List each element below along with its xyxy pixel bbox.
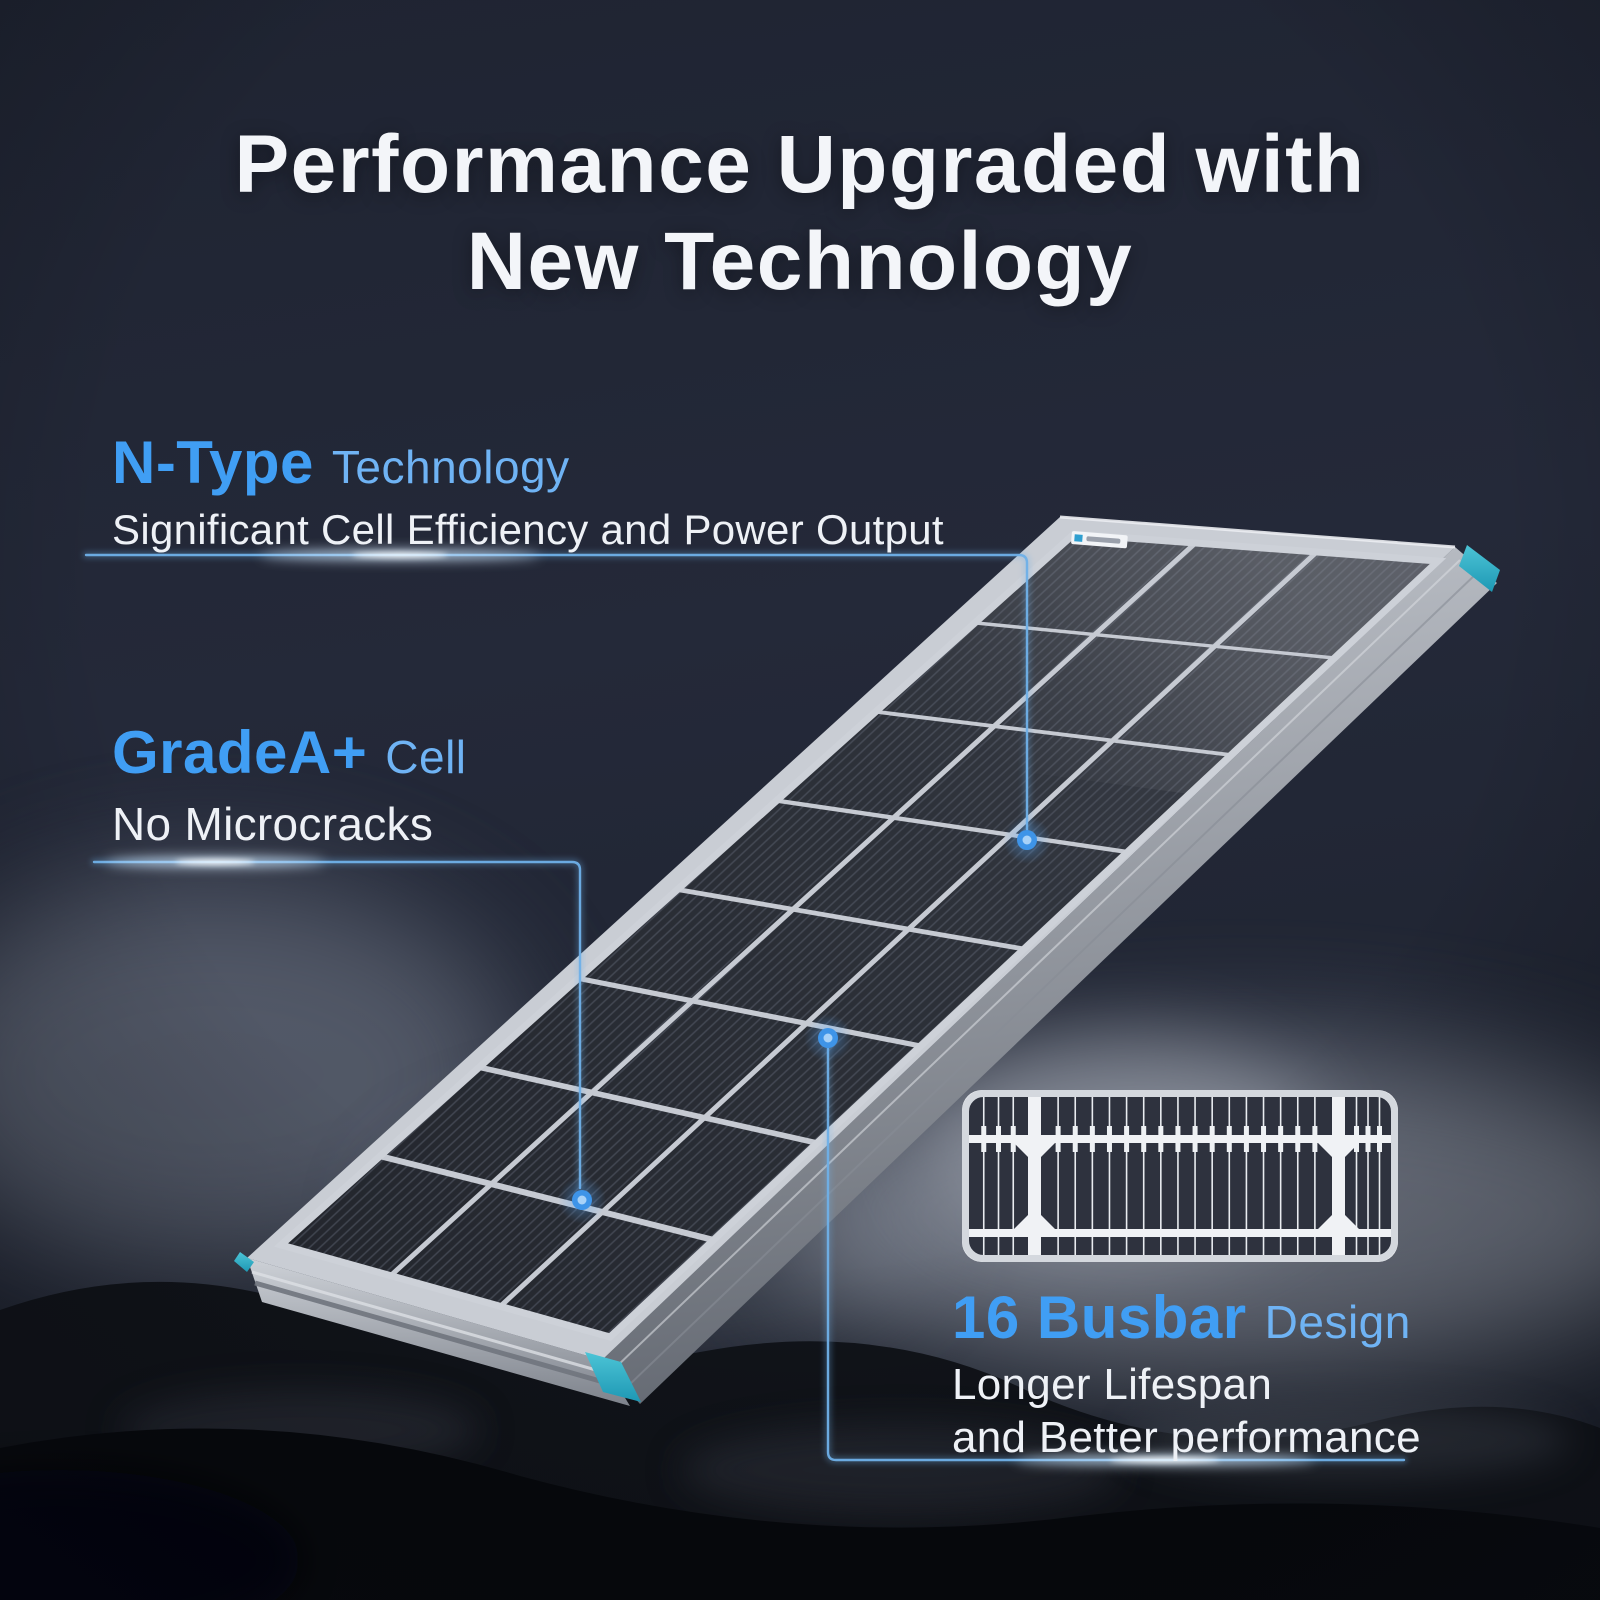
indicator-dots — [558, 816, 1051, 1224]
callout-leader-lines — [82, 550, 1408, 1465]
callout-busbar: 16 Busbar Design Longer Lifespan and Bett… — [952, 1283, 1421, 1464]
inset-border — [962, 1090, 1398, 1262]
corner-cap-bottom — [585, 1352, 641, 1402]
brand-tag — [1071, 531, 1128, 549]
busbar-label: Design — [1264, 1296, 1411, 1348]
busbar-description-line-2: and Better performance — [952, 1413, 1421, 1462]
solar-panel — [234, 515, 1500, 1406]
grade-a-label: Cell — [385, 731, 467, 783]
grade-a-description: No Microcracks — [112, 798, 434, 850]
grade-a-highlight: GradeA+ — [112, 719, 368, 786]
panel-bottom-face — [247, 1258, 630, 1406]
busbar-highlight: 16 Busbar — [952, 1284, 1247, 1351]
n-type-highlight: N-Type — [112, 429, 314, 496]
busbar-indicator-dot — [804, 1014, 852, 1062]
title-line-1: Performance Upgraded with — [234, 119, 1366, 210]
cell-chamfers — [1014, 1143, 1359, 1229]
n-type-label: Technology — [331, 441, 570, 493]
grade-indicator-dot — [558, 1176, 606, 1224]
callout-n-type: N-Type Technology Significant Cell Effici… — [112, 428, 944, 555]
n-type-description: Significant Cell Efficiency and Power Ou… — [112, 506, 944, 553]
cell-grid-lines — [273, 530, 1447, 1341]
callout-grade-a: GradeA+ Cell No Microcracks — [112, 718, 467, 851]
busbar-inset-diagram — [962, 1090, 1398, 1262]
corner-cap-far — [234, 1252, 254, 1272]
page-title: Performance Upgraded with New Technology — [0, 116, 1600, 310]
n-type-indicator-dot — [1003, 816, 1051, 864]
busbar-description-line-1: Longer Lifespan — [952, 1360, 1273, 1409]
busbar-lines — [981, 1097, 1382, 1255]
title-line-2: New Technology — [466, 216, 1134, 307]
corner-cap-top — [1459, 545, 1500, 592]
